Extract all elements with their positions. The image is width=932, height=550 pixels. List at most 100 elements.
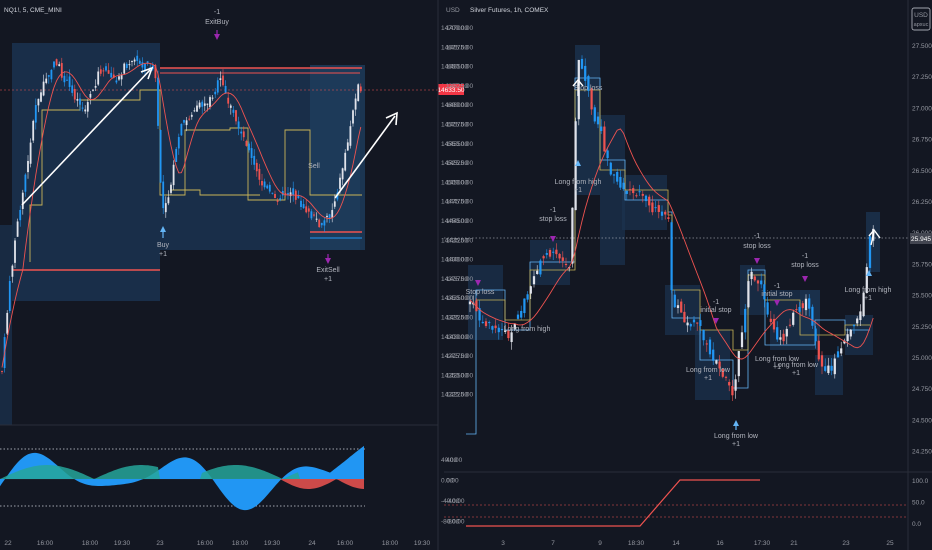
- candle-body: [198, 102, 201, 108]
- range-box: [845, 315, 873, 355]
- signal-long-high-3[interactable]: Long from high +1: [845, 270, 892, 302]
- right-chart-pane[interactable]: Stop loss Long from high +1 -1 stop loss…: [444, 7, 908, 448]
- candle-body: [600, 126, 603, 131]
- signal-long-low-3[interactable]: Long from low +1: [755, 356, 800, 371]
- candle-body: [279, 198, 282, 200]
- candle-body: [297, 195, 300, 199]
- candle-body: [84, 109, 87, 112]
- sell-marker[interactable]: Sell: [308, 163, 320, 170]
- candle-body: [157, 77, 159, 126]
- arrow-head: [140, 66, 154, 80]
- signal-stop-3[interactable]: -1 stop loss: [743, 233, 771, 264]
- candle-body: [172, 164, 175, 186]
- candle-body: [258, 168, 261, 180]
- price-tick-label: 14450.00: [441, 218, 468, 225]
- candle-body: [287, 193, 289, 195]
- candle-body: [648, 196, 651, 206]
- candle-body: [349, 126, 352, 146]
- price-tick-label: 14350.00: [441, 295, 468, 302]
- left-time-axis[interactable]: 22 16:00 18:00 19:30 23 16:00 18:00 19:30 24 16:0…: [4, 540, 430, 547]
- exit-sell-marker[interactable]: ExitSell +1: [316, 254, 340, 283]
- candle-body: [73, 88, 76, 100]
- candle-body: [712, 349, 715, 361]
- candle-body: [625, 190, 628, 194]
- candle-body: [180, 123, 183, 136]
- price-tick-label: 14275.00: [446, 353, 473, 360]
- candle-body: [281, 190, 284, 196]
- price-tag-bg: [910, 233, 932, 244]
- down-arrow-icon: [214, 34, 220, 40]
- left-chart-pane[interactable]: -1 ExitBuy Buy +1 Sell ExitSell +1 NQ1!,…: [0, 7, 438, 425]
- right-candles: [468, 55, 875, 401]
- signal-qty: -1: [713, 299, 719, 306]
- candle-body: [193, 110, 196, 112]
- signal-stop-2[interactable]: Stop loss: [466, 280, 495, 296]
- candle-body: [289, 192, 292, 197]
- candle-body: [564, 263, 568, 266]
- candle-body: [744, 308, 747, 333]
- currency-badge[interactable]: USD apxuc: [911, 7, 931, 31]
- candle-body: [255, 162, 258, 172]
- signal-long-high-1[interactable]: Long from high +1: [555, 160, 602, 194]
- candle-body: [856, 318, 859, 324]
- candle-body: [766, 302, 769, 315]
- candle-body: [300, 200, 302, 207]
- candle-body: [542, 256, 545, 259]
- candle-body: [315, 218, 318, 220]
- signal-long-high-2[interactable]: Long from high: [504, 326, 551, 333]
- candle-body: [138, 60, 141, 64]
- right-oscillator-pane[interactable]: [444, 471, 932, 527]
- moving-average-line: [1, 62, 362, 368]
- candle-body: [731, 385, 734, 396]
- price-tick-label: 25.000: [912, 355, 932, 362]
- signal-long-low-1[interactable]: Long from low +1: [686, 367, 731, 382]
- candle-body: [266, 185, 269, 189]
- signal-stop-4[interactable]: -1 stop loss: [791, 253, 819, 282]
- right-price-axis-secondary[interactable]: 14700.00 14675.00 14650.00 14625.00 14600.00…: [446, 25, 473, 399]
- candle-body: [79, 98, 81, 105]
- symbol-title[interactable]: NQ1!, 5, CME_MINI: [4, 7, 62, 14]
- candle-body: [245, 140, 248, 146]
- price-tick-label: 14400.00: [446, 257, 473, 264]
- signal-initial-stop-1[interactable]: -1 initial stop: [700, 299, 732, 324]
- signal-qty: +1: [574, 187, 582, 194]
- candle-body: [651, 202, 654, 213]
- signal-long-low-4[interactable]: Long from low +1: [774, 362, 819, 377]
- price-tick-label: 26.500: [912, 168, 932, 175]
- signal-qty: +1: [864, 295, 872, 302]
- left-oscillator-pane[interactable]: [0, 424, 438, 511]
- candle-body: [190, 114, 193, 117]
- exit-buy-marker[interactable]: -1 ExitBuy: [205, 9, 229, 40]
- range-box: [310, 65, 365, 250]
- candle-body: [55, 59, 58, 66]
- candle-body: [696, 322, 699, 324]
- right-time-axis[interactable]: 3 7 9 18:30 14 16 17:30 21 23 25: [501, 540, 894, 547]
- signal-stop-1[interactable]: -1 stop loss: [539, 207, 567, 242]
- step-line: [29, 89, 362, 262]
- candle-body: [123, 63, 126, 74]
- signal-stop-loss-top[interactable]: Stop loss: [574, 85, 603, 92]
- symbol-title[interactable]: Silver Futures, 1h, COMEX: [470, 7, 549, 14]
- candle-body: [164, 203, 167, 213]
- signal-initial-stop-2[interactable]: -1 initial stop: [761, 283, 793, 306]
- signal-long-low-2[interactable]: Long from low +1: [714, 420, 759, 448]
- candle-body: [494, 325, 497, 329]
- candle-body: [125, 63, 128, 68]
- candle-body: [756, 280, 760, 284]
- candle-body: [840, 348, 843, 354]
- candle-body: [357, 84, 360, 102]
- signal-qty: -1: [802, 253, 808, 260]
- up-arrow-icon: [160, 226, 166, 232]
- candle-body: [232, 109, 235, 113]
- candle-body: [50, 69, 53, 80]
- price-tag-text: 25.945: [911, 236, 931, 243]
- candle-body: [526, 294, 529, 300]
- candle-body: [676, 305, 680, 309]
- candle-body: [159, 129, 162, 183]
- candle-body: [699, 320, 702, 326]
- buy-marker[interactable]: Buy +1: [157, 226, 170, 258]
- candle-body: [859, 311, 862, 321]
- candle-body: [680, 301, 683, 313]
- candle-body: [219, 78, 222, 81]
